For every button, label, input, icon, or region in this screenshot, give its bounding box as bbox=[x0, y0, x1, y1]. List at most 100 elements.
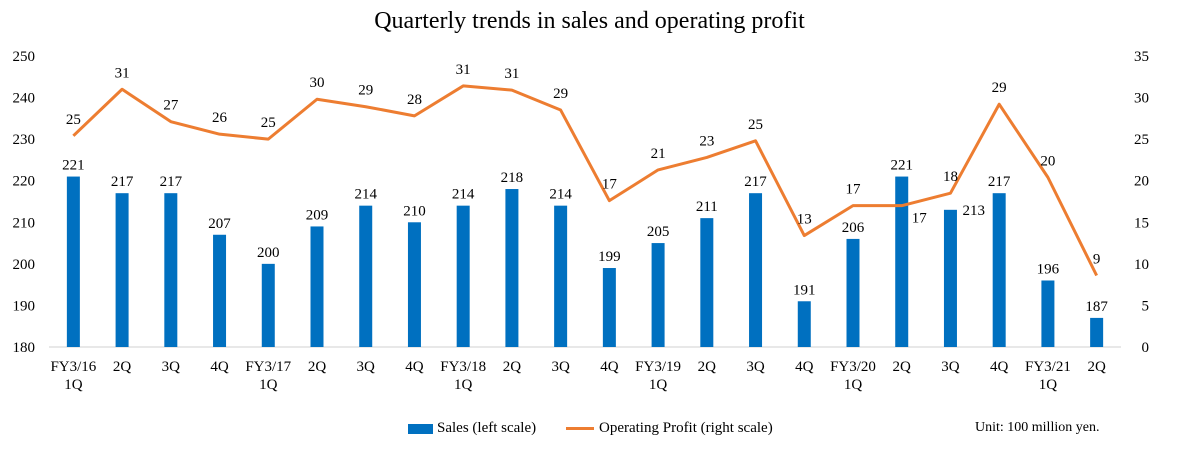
x-tick-label: 1Q bbox=[454, 377, 473, 393]
y-left-tick-label: 220 bbox=[13, 174, 36, 190]
sales-data-label: 207 bbox=[208, 216, 231, 232]
unit-note: Unit: 100 million yen. bbox=[975, 420, 1100, 435]
sales-data-label: 200 bbox=[257, 245, 280, 261]
profit-data-label: 29 bbox=[553, 86, 568, 102]
profit-data-label: 30 bbox=[310, 75, 325, 91]
sales-bar bbox=[456, 205, 470, 347]
sales-data-label: 187 bbox=[1085, 299, 1108, 315]
y-right-tick-label: 15 bbox=[1134, 215, 1149, 231]
chart-title: Quarterly trends in sales and operating … bbox=[374, 8, 805, 34]
sales-data-label: 217 bbox=[988, 174, 1011, 190]
profit-data-label: 31 bbox=[504, 66, 519, 82]
x-tick-label: 2Q bbox=[1087, 359, 1106, 375]
y-left-tick-label: 250 bbox=[13, 49, 36, 65]
profit-data-label: 26 bbox=[212, 110, 228, 126]
profit-data-label: 9 bbox=[1093, 251, 1101, 267]
y-right-tick-label: 25 bbox=[1134, 132, 1149, 148]
sales-bar bbox=[1090, 317, 1104, 347]
sales-bar bbox=[602, 268, 616, 347]
x-tick-label: 4Q bbox=[210, 359, 229, 375]
profit-data-label: 29 bbox=[358, 83, 373, 99]
x-tick-label: 3Q bbox=[551, 359, 570, 375]
x-tick-label: 2Q bbox=[113, 359, 132, 375]
y-left-tick-label: 240 bbox=[13, 91, 36, 107]
y-left-tick-label: 190 bbox=[13, 298, 36, 314]
x-tick-label: FY3/20 bbox=[830, 359, 876, 375]
sales-bar bbox=[992, 193, 1006, 347]
sales-bar bbox=[310, 226, 324, 347]
y-right-tick-label: 10 bbox=[1134, 257, 1149, 273]
sales-bar bbox=[115, 193, 129, 347]
sales-data-label: 218 bbox=[501, 170, 524, 186]
x-tick-label: 2Q bbox=[893, 359, 912, 375]
x-tick-label: 2Q bbox=[308, 359, 327, 375]
x-tick-label: 4Q bbox=[990, 359, 1009, 375]
profit-data-label: 17 bbox=[602, 177, 618, 193]
sales-data-label: 221 bbox=[62, 158, 85, 174]
sales-bar bbox=[846, 238, 860, 347]
sales-bar bbox=[895, 176, 909, 347]
y-left-tick-label: 200 bbox=[13, 257, 36, 273]
profit-data-label: 18 bbox=[943, 169, 958, 185]
operating-profit-line bbox=[72, 84, 1098, 277]
x-tick-label: 1Q bbox=[844, 377, 863, 393]
x-tick-label: 1Q bbox=[259, 377, 278, 393]
x-tick-label: 2Q bbox=[503, 359, 522, 375]
sales-data-label: 217 bbox=[160, 174, 183, 190]
y-right-tick-label: 0 bbox=[1142, 340, 1150, 356]
sales-data-label: 211 bbox=[696, 199, 718, 215]
legend-swatch-sales bbox=[408, 423, 433, 434]
profit-data-label: 27 bbox=[163, 98, 179, 114]
sales-data-label: 214 bbox=[354, 187, 377, 203]
profit-data-label: 13 bbox=[797, 212, 812, 228]
profit-data-label: 25 bbox=[748, 117, 763, 133]
y-right-tick-label: 30 bbox=[1134, 91, 1149, 107]
sales-data-label: 205 bbox=[647, 224, 670, 240]
profit-data-label: 21 bbox=[651, 146, 666, 162]
sales-bar bbox=[505, 189, 519, 347]
x-tick-label: FY3/16 bbox=[50, 359, 96, 375]
sales-bar bbox=[700, 218, 714, 347]
sales-bar bbox=[359, 205, 373, 347]
sales-bar bbox=[797, 301, 811, 347]
legend-label-operating-profit: Operating Profit (right scale) bbox=[599, 420, 773, 436]
sales-data-label: 213 bbox=[962, 203, 985, 219]
profit-data-label: 23 bbox=[699, 133, 714, 149]
sales-data-label: 191 bbox=[793, 282, 816, 298]
y-left-tick-label: 230 bbox=[13, 132, 36, 148]
profit-data-label: 17 bbox=[846, 182, 862, 198]
x-tick-label: 4Q bbox=[795, 359, 814, 375]
sales-data-label: 214 bbox=[452, 187, 475, 203]
sales-data-label: 217 bbox=[111, 174, 134, 190]
x-tick-label: 3Q bbox=[162, 359, 181, 375]
sales-bar bbox=[164, 193, 178, 347]
legend-item-sales: Sales (left scale) bbox=[408, 420, 536, 437]
sales-data-label: 214 bbox=[549, 187, 572, 203]
sales-data-label: 196 bbox=[1037, 261, 1060, 277]
profit-data-label: 17 bbox=[912, 211, 928, 227]
x-tick-label: 1Q bbox=[649, 377, 668, 393]
sales-data-label: 199 bbox=[598, 249, 621, 265]
sales-data-label: 209 bbox=[306, 207, 329, 223]
sales-data-label: 221 bbox=[890, 158, 913, 174]
profit-data-label: 31 bbox=[115, 65, 130, 81]
sales-data-label: 210 bbox=[403, 203, 426, 219]
x-tick-label: 3Q bbox=[941, 359, 960, 375]
y-right-tick-label: 20 bbox=[1134, 174, 1149, 190]
sales-bar bbox=[261, 263, 275, 347]
legend-label-sales: Sales (left scale) bbox=[437, 420, 537, 436]
x-tick-label: 4Q bbox=[600, 359, 619, 375]
x-tick-label: FY3/17 bbox=[245, 359, 291, 375]
x-tick-label: FY3/19 bbox=[635, 359, 681, 375]
y-left-tick-label: 180 bbox=[13, 340, 36, 356]
y-left-tick-label: 210 bbox=[13, 215, 36, 231]
x-tick-label: 1Q bbox=[1039, 377, 1058, 393]
profit-data-label: 25 bbox=[66, 112, 81, 128]
profit-data-label: 29 bbox=[992, 80, 1007, 96]
sales-bar bbox=[943, 209, 957, 347]
legend-item-operating-profit: Operating Profit (right scale) bbox=[566, 420, 773, 437]
legend-swatch-operating-profit bbox=[566, 427, 594, 430]
x-tick-label: FY3/18 bbox=[440, 359, 486, 375]
sales-data-label: 217 bbox=[744, 174, 767, 190]
